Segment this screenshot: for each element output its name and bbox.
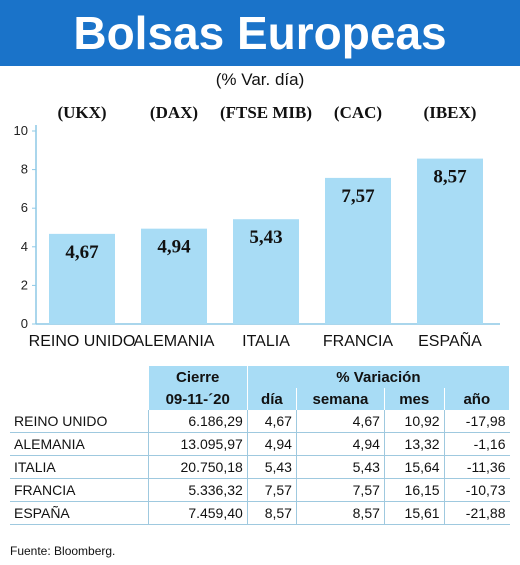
index-label: (IBEX): [424, 103, 477, 122]
category-label: ITALIA: [242, 333, 290, 350]
cell-ano: -21,88: [444, 501, 510, 525]
cell-ano: -10,73: [444, 478, 510, 502]
cell-dia: 7,57: [247, 478, 297, 502]
data-label: 7,57: [341, 186, 375, 207]
cell-semana: 5,43: [296, 455, 385, 479]
y-tick-label: 4: [21, 239, 28, 254]
cell-semana: 7,57: [296, 478, 385, 502]
cell-dia: 8,57: [247, 501, 297, 525]
cell-mes: 13,32: [384, 432, 445, 456]
row-name: FRANCIA: [10, 478, 149, 502]
col-header-semana: semana: [296, 388, 385, 410]
category-label: FRANCIA: [323, 333, 394, 350]
bar-chart: 0 2 4 6 8 10 4,67 (UKX) REINO UNIDO 4,94 (DAX) ALEM…: [14, 103, 500, 350]
cell-cierre: 5.336,32: [148, 478, 248, 502]
index-label: (CAC): [334, 103, 382, 122]
title-bar: [0, 0, 520, 66]
cell-cierre: 20.750,18: [148, 455, 248, 479]
index-label: (UKX): [57, 103, 106, 122]
y-tick-label: 0: [21, 316, 28, 331]
row-name: ESPAÑA: [10, 501, 149, 525]
col-header-dia: día: [247, 388, 297, 410]
row-name: ITALIA: [10, 455, 149, 479]
data-label: 4,94: [157, 237, 191, 258]
category-label: ESPAÑA: [418, 330, 482, 350]
table-row: ESPAÑA 7.459,40 8,57 8,57 15,61 -21,88: [10, 501, 510, 525]
index-label: (FTSE MIB): [220, 103, 312, 122]
y-tick-label: 2: [21, 277, 28, 292]
cell-cierre: 6.186,29: [148, 410, 248, 433]
col-header-cierre-date: 09-11-´20: [148, 388, 248, 410]
cell-mes: 15,61: [384, 501, 445, 525]
cell-semana: 4,67: [296, 410, 385, 433]
cell-dia: 5,43: [247, 455, 297, 479]
table-row: REINO UNIDO 6.186,29 4,67 4,67 10,92 -17…: [10, 410, 510, 433]
y-tick-label: 6: [21, 200, 28, 215]
bar: [141, 228, 207, 324]
cell-semana: 8,57: [296, 501, 385, 525]
y-tick-label: 8: [21, 162, 28, 177]
data-label: 4,67: [65, 242, 99, 263]
bar: [417, 158, 483, 324]
cell-ano: -11,36: [444, 455, 510, 479]
row-name: ALEMANIA: [10, 432, 149, 456]
cell-dia: 4,67: [247, 410, 297, 433]
group-header-cierre: Cierre: [148, 366, 248, 388]
index-label: (DAX): [150, 103, 198, 122]
category-label: REINO UNIDO: [29, 333, 136, 350]
cell-ano: -1,16: [444, 432, 510, 456]
data-label: 5,43: [249, 227, 282, 248]
bar: [233, 219, 299, 324]
data-table: Cierre % Variación 09-11-´20 día semana …: [10, 366, 511, 525]
cell-mes: 16,15: [384, 478, 445, 502]
table-row: ALEMANIA 13.095,97 4,94 4,94 13,32 -1,16: [10, 432, 510, 456]
col-header-mes: mes: [384, 388, 445, 410]
y-tick-label: 10: [14, 123, 28, 138]
category-label: ALEMANIA: [134, 333, 215, 350]
bar: [325, 177, 391, 324]
cell-mes: 10,92: [384, 410, 445, 433]
cell-mes: 15,64: [384, 455, 445, 479]
cell-dia: 4,94: [247, 432, 297, 456]
cell-cierre: 13.095,97: [148, 432, 248, 456]
group-header-variacion: % Variación: [247, 366, 511, 388]
page-title: Bolsas Europeas: [73, 7, 447, 59]
data-label: 8,57: [433, 167, 467, 188]
table-row: ITALIA 20.750,18 5,43 5,43 15,64 -11,36: [10, 455, 510, 479]
bar: [49, 233, 115, 324]
source-note: Fuente: Bloomberg.: [10, 544, 116, 558]
cell-semana: 4,94: [296, 432, 385, 456]
table-row: FRANCIA 5.336,32 7,57 7,57 16,15 -10,73: [10, 478, 510, 502]
row-name: REINO UNIDO: [10, 410, 149, 433]
cell-cierre: 7.459,40: [148, 501, 248, 525]
col-header-ano: año: [444, 388, 511, 410]
chart-subtitle: (% Var. día): [215, 70, 305, 89]
cell-ano: -17,98: [444, 410, 510, 433]
